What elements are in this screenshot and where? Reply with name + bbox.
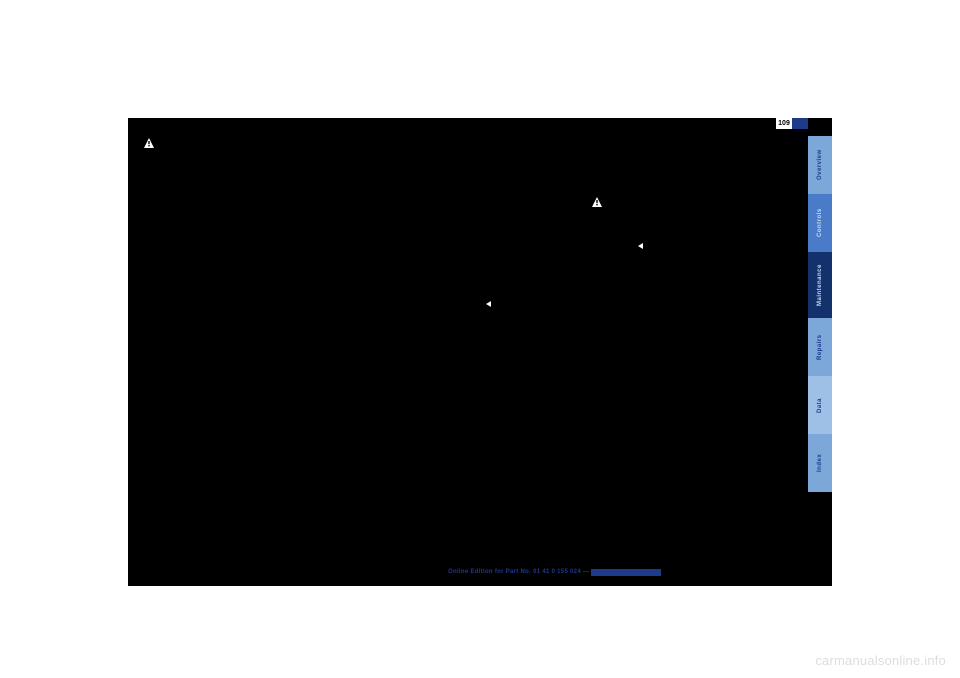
body-text: Always switch off the engine before refu… xyxy=(144,173,344,201)
body-text: If fuel is spilled on the vehicle or on … xyxy=(144,242,344,270)
body-text: Check the level of all fluids — engine o… xyxy=(592,138,792,166)
footer-accent-bar xyxy=(591,569,661,576)
body-text: Inspect hoses, cables, and wiring for ch… xyxy=(592,172,792,191)
tab-data[interactable]: Data xyxy=(808,376,832,434)
tab-controls[interactable]: Controls xyxy=(808,194,832,252)
body-text: Tighten all fasteners to the torques lis… xyxy=(368,197,568,225)
warning-icon xyxy=(144,138,154,148)
footer-text: Online Edition for Part No. 01 41 0 155 … xyxy=(448,569,589,575)
body-text: After completing any adjustment, operate… xyxy=(368,232,568,260)
body-text: Warning — Do not allow the engine to run… xyxy=(144,138,344,167)
reference-arrow-icon xyxy=(638,243,643,249)
column-1: Warning — Do not allow the engine to run… xyxy=(144,138,344,558)
tab-index[interactable]: Index xyxy=(808,434,832,492)
body-text: Warning — Brake fluid is hygroscopic and… xyxy=(592,199,789,225)
column-2: Before performing any maintenance, park … xyxy=(368,138,568,558)
page-number: 109 xyxy=(776,118,792,129)
body-text: Before performing any maintenance, park … xyxy=(368,138,568,166)
body-text: Never attempt to check or adjust drive c… xyxy=(144,207,344,235)
footer: Online Edition for Part No. 01 41 0 155 … xyxy=(448,568,661,576)
side-tabs: Overview Controls Maintenance Repairs Da… xyxy=(808,136,832,492)
warning-icon xyxy=(592,197,602,207)
body-text: Refer to the Maintenance Schedule on the… xyxy=(368,291,568,310)
body-text: Refer to the Maintenance Schedule on the… xyxy=(368,292,559,308)
body-text: Warning — Do not allow the engine to run… xyxy=(144,140,335,166)
body-text: Warning — Brake fluid is hygroscopic and… xyxy=(592,197,792,226)
body-text: Keep a written record of all maintenance… xyxy=(368,266,568,285)
tab-overview[interactable]: Overview xyxy=(808,136,832,194)
page-number-box: 109 xyxy=(776,118,808,129)
column-3: Check the level of all fluids — engine o… xyxy=(592,138,792,558)
reference-arrow-icon xyxy=(486,301,491,307)
body-text: Observe all local regulations regarding … xyxy=(144,276,344,304)
tab-maintenance[interactable]: Maintenance xyxy=(808,252,832,318)
body-text: Use only the lubricants, fluids, and rep… xyxy=(368,172,568,191)
watermark: carmanualsonline.info xyxy=(815,653,946,668)
tab-repairs[interactable]: Repairs xyxy=(808,318,832,376)
body-text: If you are in any doubt about a procedur… xyxy=(592,257,792,276)
page-number-accent xyxy=(792,118,808,129)
body-text: See the Data chapter for fluid capacitie… xyxy=(592,233,761,249)
manual-page: 109 Overview Controls Maintenance Repair… xyxy=(128,118,832,586)
content-columns: Warning — Do not allow the engine to run… xyxy=(144,138,792,558)
body-text: Retain all receipts and service document… xyxy=(592,282,792,301)
body-text: See the Data chapter for fluid capacitie… xyxy=(592,232,792,251)
